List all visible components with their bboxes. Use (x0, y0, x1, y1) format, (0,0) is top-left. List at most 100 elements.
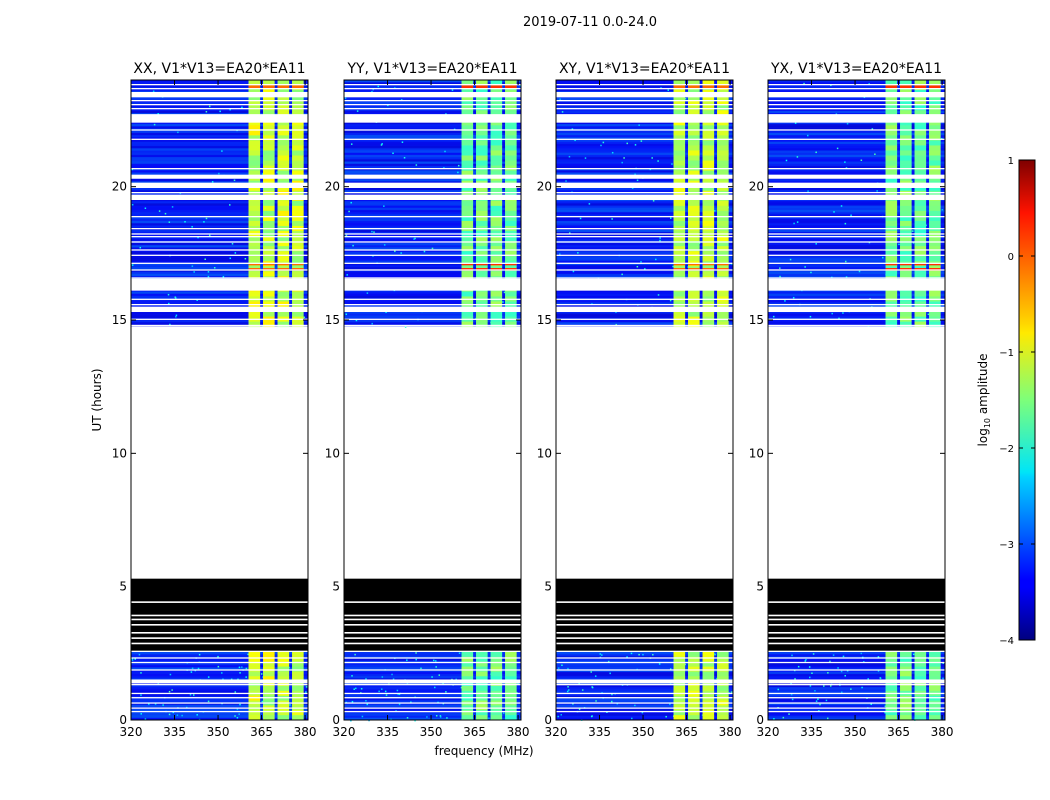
rfi-band-segment (277, 105, 290, 111)
x-tick-label: 365 (250, 725, 273, 739)
rfi-band-segment (505, 246, 517, 252)
rfi-band-segment (914, 241, 927, 247)
noise-speck (168, 713, 171, 716)
y-tick-label: 10 (537, 446, 552, 460)
flag-gap-band (556, 114, 733, 123)
noise-speck (644, 268, 646, 270)
rfi-band-segment (476, 135, 488, 141)
rfi-band-segment (885, 125, 898, 131)
y-tick-label: 5 (119, 580, 127, 594)
flag-gap-line (556, 632, 733, 634)
rfi-band-segment (885, 185, 898, 192)
rfi-band-segment (263, 105, 275, 111)
hot-strip (263, 263, 275, 266)
rfi-band-segment (263, 170, 275, 177)
rfi-band-segment (476, 220, 488, 227)
rfi-band-segment (702, 145, 715, 151)
noise-row (344, 137, 521, 140)
noise-speck (230, 678, 233, 681)
noise-speck (445, 113, 447, 115)
hot-strip (702, 263, 715, 266)
rfi-band-segment (277, 125, 290, 131)
rfi-band-segment (248, 215, 261, 222)
noise-speck (557, 715, 559, 718)
noise-row (768, 187, 945, 191)
rfi-band-segment (292, 246, 304, 252)
noise-row (556, 302, 733, 305)
noise-row (131, 106, 308, 109)
noise-speck (626, 656, 628, 658)
noise-speck (572, 270, 575, 273)
noise-row (131, 691, 308, 694)
noise-row (556, 126, 733, 129)
flag-gap-line (768, 249, 945, 251)
noise-row (556, 269, 733, 272)
rfi-band-segment (717, 671, 729, 677)
rfi-band-segment (673, 676, 686, 682)
noise-row (344, 711, 521, 714)
rfi-band-segment (900, 120, 912, 126)
hot-strip (248, 85, 261, 88)
rfi-band-segment (248, 686, 261, 692)
noise-row (556, 717, 733, 721)
flag-gap-line (344, 298, 521, 300)
noise-row (556, 242, 733, 246)
noise-speck (657, 294, 660, 296)
rfi-band-segment (505, 236, 517, 242)
rfi-band-segment (490, 105, 503, 111)
flag-gap-band (556, 306, 733, 312)
noise-speck (810, 271, 812, 274)
noise-row (768, 267, 945, 270)
noise-row (131, 709, 308, 712)
rfi-band-segment (277, 145, 290, 151)
flag-gap-line (556, 618, 733, 621)
rfi-band-segment (248, 715, 261, 721)
noise-speck (354, 653, 356, 656)
noise-row (768, 687, 945, 690)
rfi-band-segment (292, 140, 304, 146)
rfi-band-segment (490, 95, 503, 101)
flag-gap-line (556, 277, 733, 279)
rfi-band-segment (688, 135, 700, 141)
flag-gap-line (344, 108, 521, 110)
noise-speck (578, 708, 581, 711)
rfi-band-segment (702, 80, 715, 86)
rfi-band-segment (277, 671, 290, 677)
rfi-band-segment (688, 291, 700, 297)
rfi-band-segment (688, 271, 700, 277)
noise-row (131, 223, 308, 226)
rfi-band-segment (900, 140, 912, 146)
rfi-band-segment (717, 710, 729, 716)
x-tick-label: 365 (463, 725, 486, 739)
noise-row (768, 291, 945, 294)
figure-ylabel: UT (hours) (90, 368, 104, 431)
rfi-band-segment (490, 80, 503, 86)
noise-row (344, 267, 521, 270)
noise-speck (207, 271, 210, 273)
rfi-band-segment (505, 140, 517, 146)
noise-row (344, 148, 521, 151)
noise-speck (305, 686, 308, 688)
rfi-band-segment (929, 135, 941, 141)
noise-speck (241, 666, 243, 668)
noise-speck (451, 89, 454, 91)
hot-strip (476, 268, 488, 271)
flag-gap-line (556, 138, 733, 140)
rfi-band-segment (885, 686, 898, 692)
rfi-band-segment (702, 681, 715, 687)
rfi-band-segment (461, 205, 474, 212)
flag-gap-band (768, 306, 945, 312)
noise-speck (404, 326, 407, 328)
noise-row (344, 209, 521, 213)
noise-speck (444, 150, 446, 153)
noise-speck (171, 689, 173, 691)
noise-speck (782, 716, 785, 719)
rfi-band-segment (929, 200, 941, 207)
noise-speck (381, 676, 384, 678)
noise-speck (571, 128, 574, 130)
rfi-band-segment (673, 105, 686, 111)
rfi-band-segment (277, 130, 290, 136)
rfi-band-segment (505, 190, 517, 197)
rfi-band-segment (461, 291, 474, 297)
rfi-band-segment (292, 135, 304, 141)
